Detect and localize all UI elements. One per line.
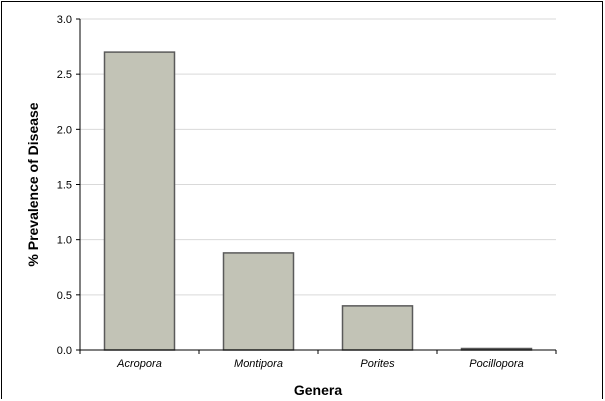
y-tick-label: 0.5 [57,290,72,302]
y-tick-label: 3.0 [57,14,72,26]
y-tick-labels: 0.0 0.5 1.0 1.5 2.0 2.5 3.0 [57,14,72,357]
x-tick-label: Montipora [234,358,283,370]
bar-porites [341,305,414,351]
x-axis-title: Genera [294,382,342,398]
x-tick-label: Pocillopora [469,358,523,370]
bar-acropora [103,51,176,351]
axes [76,18,557,354]
x-tick-label: Porites [360,358,395,370]
y-tick-label: 2.0 [57,124,72,136]
x-tick-labels: Acropora Montipora Porites Pocillopora [116,358,524,370]
y-tick-label: 0.0 [57,345,72,357]
bars [103,51,533,351]
bar-montipora [222,252,295,351]
y-tick-label: 2.5 [57,69,72,81]
y-tick-label: 1.5 [57,180,72,192]
x-tick-label: Acropora [116,358,162,370]
y-axis-title: % Prevalence of Disease [25,102,41,266]
y-tick-label: 1.0 [57,235,72,247]
